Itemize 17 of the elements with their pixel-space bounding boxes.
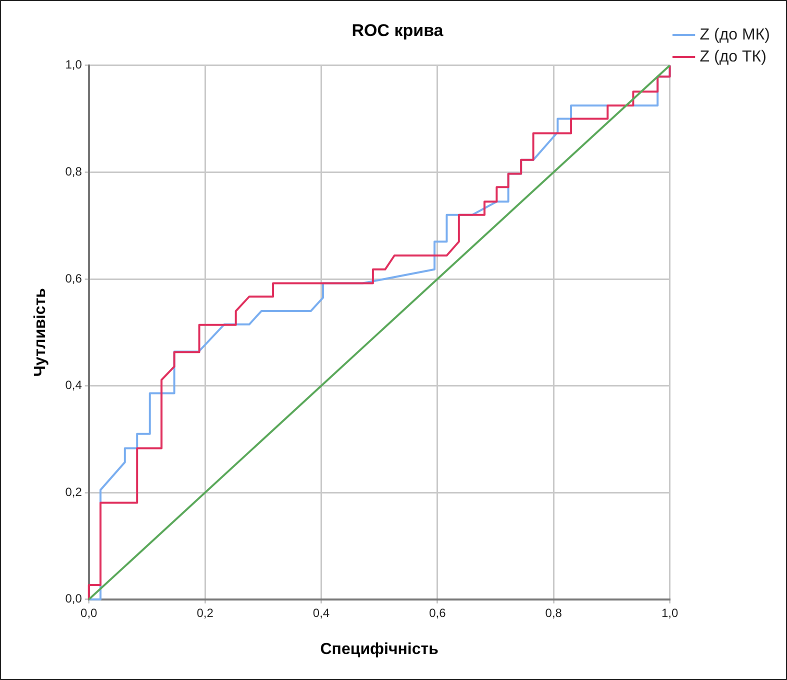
- x-tick-label: 0,8: [545, 606, 562, 620]
- x-tick-label: 1,0: [661, 606, 678, 620]
- legend-label: Z (до ТК): [700, 48, 766, 66]
- y-tick-label: 0,2: [65, 484, 82, 499]
- y-axis-title: Чутливість: [32, 288, 50, 377]
- y-tick-label: 0,8: [65, 164, 82, 179]
- x-tick-label: 0,0: [80, 606, 98, 620]
- y-tick-label: 0,6: [65, 271, 82, 286]
- legend-label: Z (до МК): [700, 26, 770, 44]
- x-axis-title: Специфічність: [320, 640, 439, 658]
- y-tick-label: 1,0: [65, 58, 82, 72]
- y-tick-label: 0,0: [65, 592, 82, 606]
- y-tick-label: 0,4: [65, 378, 82, 392]
- x-tick-label: 0,6: [429, 606, 446, 620]
- chart-title: ROC крива: [352, 20, 444, 40]
- x-tick-label: 0,4: [312, 606, 330, 620]
- x-tick-label: 0,2: [196, 606, 214, 620]
